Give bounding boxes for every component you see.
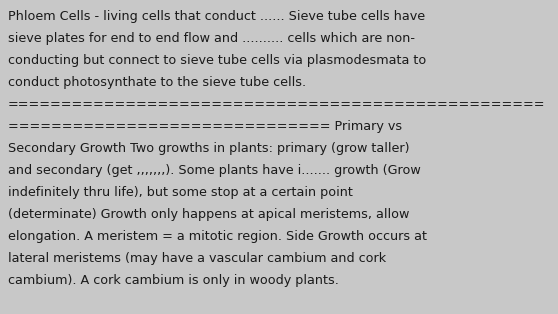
Text: lateral meristems (may have a vascular cambium and cork: lateral meristems (may have a vascular c…	[8, 252, 386, 265]
Text: cambium). A cork cambium is only in woody plants.: cambium). A cork cambium is only in wood…	[8, 274, 339, 287]
Text: Phloem Cells - living cells that conduct ...... Sieve tube cells have: Phloem Cells - living cells that conduct…	[8, 10, 425, 23]
Text: elongation. A meristem = a mitotic region. Side Growth occurs at: elongation. A meristem = a mitotic regio…	[8, 230, 427, 243]
Text: ==================================================: ========================================…	[8, 98, 546, 111]
Text: sieve plates for end to end flow and .......... cells which are non-: sieve plates for end to end flow and ...…	[8, 32, 415, 45]
Text: and secondary (get ,,,,,,,). Some plants have i....... growth (Grow: and secondary (get ,,,,,,,). Some plants…	[8, 164, 421, 177]
Text: Secondary Growth Two growths in plants: primary (grow taller): Secondary Growth Two growths in plants: …	[8, 142, 410, 155]
Text: indefinitely thru life), but some stop at a certain point: indefinitely thru life), but some stop a…	[8, 186, 353, 199]
Text: conducting but connect to sieve tube cells via plasmodesmata to: conducting but connect to sieve tube cel…	[8, 54, 426, 67]
Text: ============================== Primary vs: ============================== Primary v…	[8, 120, 402, 133]
Text: conduct photosynthate to the sieve tube cells.: conduct photosynthate to the sieve tube …	[8, 76, 306, 89]
Text: (determinate) Growth only happens at apical meristems, allow: (determinate) Growth only happens at api…	[8, 208, 410, 221]
